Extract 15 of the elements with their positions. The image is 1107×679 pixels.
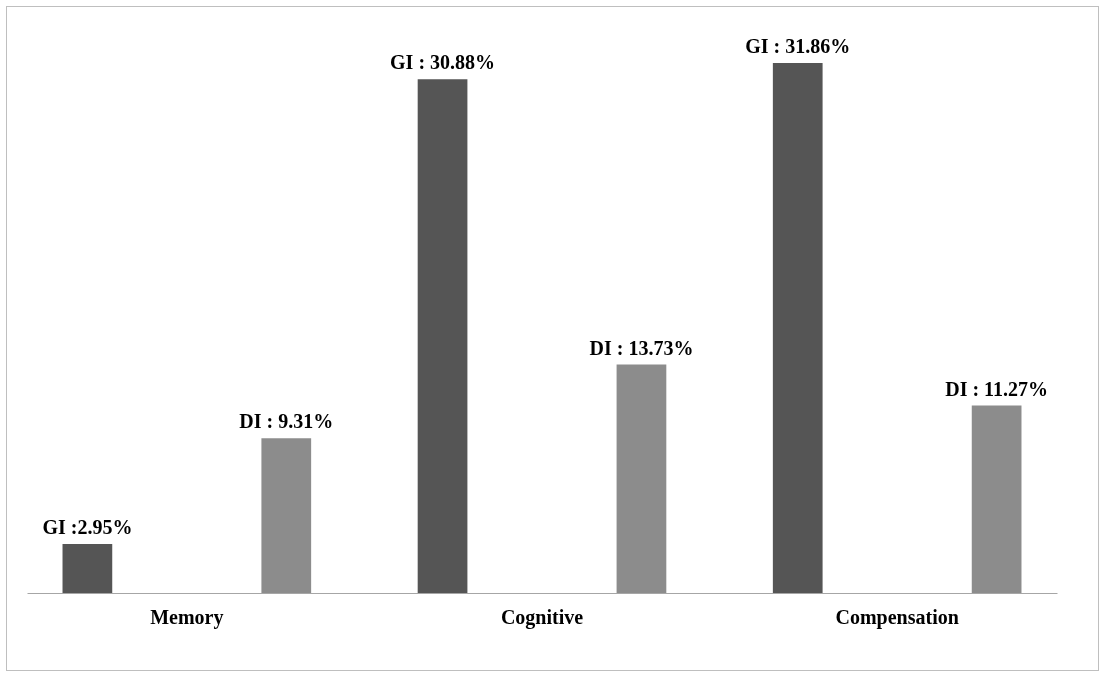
data-label: GI : 30.88% — [390, 51, 496, 74]
bar — [616, 364, 667, 593]
x-tick-label: Memory — [150, 605, 224, 629]
x-tick-label: Compensation — [835, 605, 959, 629]
data-label: GI : 31.86% — [745, 35, 851, 57]
x-tick-label: Cognitive — [500, 605, 584, 629]
data-label: DI : 11.27% — [945, 377, 1049, 400]
bar — [261, 438, 312, 593]
bar — [772, 63, 823, 593]
data-label: DI : 13.73% — [589, 336, 694, 359]
data-label: DI : 9.31% — [239, 410, 334, 433]
bar — [62, 543, 113, 593]
bar — [417, 79, 468, 593]
data-label: GI :2.95% — [42, 515, 133, 538]
bar — [971, 405, 1022, 593]
